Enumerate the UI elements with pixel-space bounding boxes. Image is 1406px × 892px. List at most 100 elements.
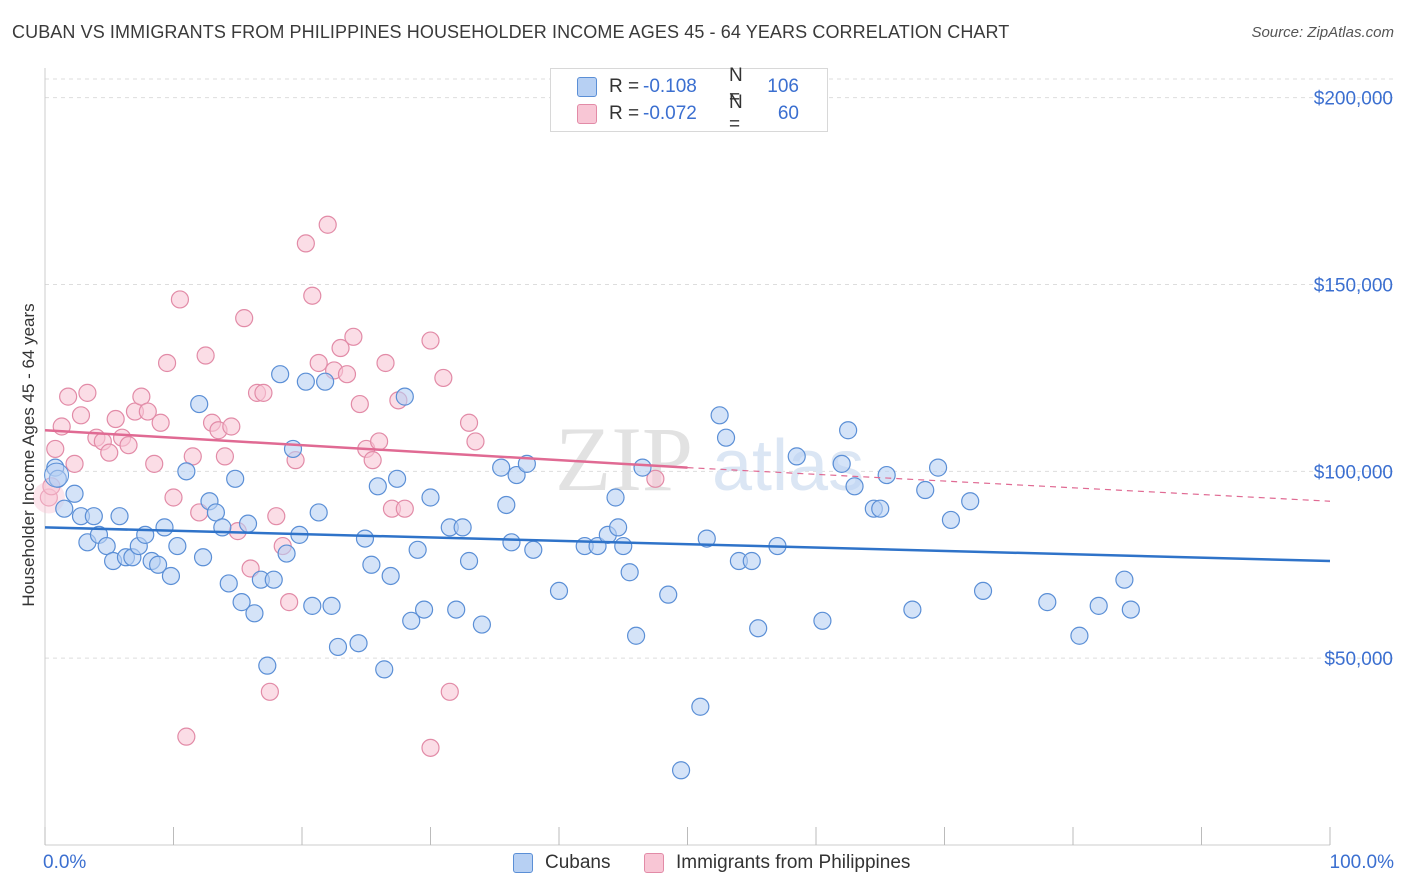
x-tick-label-max: 100.0% xyxy=(1329,852,1394,873)
cubans-point-103 xyxy=(1089,596,1108,615)
cubans-point-91 xyxy=(845,477,864,496)
legend-r-value-philippines: -0.072 xyxy=(643,103,697,124)
cubans-trend-line xyxy=(44,526,1331,563)
philippines-point-15 xyxy=(132,387,151,406)
y-tick-label: $50,000 xyxy=(1324,649,1393,670)
cubans-point-45 xyxy=(355,529,375,548)
cubans-point-59 xyxy=(459,551,479,571)
philippines-point-61 xyxy=(421,738,440,757)
cubans-point-17 xyxy=(155,518,174,537)
cubans-point-78 xyxy=(671,761,691,780)
y-axis-label: Householder Income Ages 45 - 64 years xyxy=(19,303,38,607)
cubans-point-73 xyxy=(614,536,633,556)
bottom-legend-label-cubans: Cubans xyxy=(545,852,611,873)
cubans-point-27 xyxy=(226,469,245,488)
cubans-point-33 xyxy=(264,570,283,589)
philippines-point-52 xyxy=(376,353,395,373)
cubans-point-85 xyxy=(749,619,768,638)
cubans-point-41 xyxy=(316,372,335,391)
cubans-point-44 xyxy=(349,634,368,653)
legend-box: R = -0.108 N = 106 R = -0.072 N = 60 xyxy=(550,65,828,135)
philippines-point-56 xyxy=(421,331,440,350)
cubans-point-94 xyxy=(877,465,896,485)
philippines-point-16 xyxy=(138,402,157,421)
legend-r-value-cubans: -0.108 xyxy=(643,76,697,97)
cubans-point-101 xyxy=(1038,593,1057,612)
cubans-point-63 xyxy=(502,533,521,552)
cubans-point-62 xyxy=(497,495,516,515)
cubans-point-105 xyxy=(1121,600,1140,619)
philippines-point-28 xyxy=(215,447,234,466)
philippines-point-60 xyxy=(466,432,485,451)
philippines-point-10 xyxy=(100,443,119,462)
legend-n-label: N = xyxy=(729,92,743,135)
legend-n-value-philippines: 60 xyxy=(777,103,799,124)
cubans-point-53 xyxy=(408,540,427,559)
y-tick-label: $150,000 xyxy=(1314,276,1393,297)
cubans-point-6 xyxy=(84,507,103,526)
philippines-point-47 xyxy=(344,327,363,346)
philippines-point-4 xyxy=(59,387,78,406)
cubans-point-71 xyxy=(606,488,625,507)
philippines-point-43 xyxy=(318,215,337,234)
trend-lines xyxy=(44,428,1331,563)
cubans-point-99 xyxy=(961,492,980,511)
cubans-point-75 xyxy=(626,626,646,645)
bottom-legend-label-philippines: Immigrants from Philippines xyxy=(676,852,911,873)
cubans-point-10 xyxy=(110,507,129,526)
cubans-points xyxy=(44,365,1140,780)
source-credit: Source: ZipAtlas.com xyxy=(1251,24,1394,41)
cubans-point-47 xyxy=(368,477,387,496)
philippines-point-7 xyxy=(78,383,97,402)
cubans-point-57 xyxy=(447,600,466,619)
bottom-legend-swatch-cubans xyxy=(513,853,533,873)
cubans-point-55 xyxy=(421,488,440,507)
philippines-point-32 xyxy=(241,559,260,578)
cubans-point-18 xyxy=(161,566,181,586)
cubans-point-32 xyxy=(258,656,277,675)
cubans-point-21 xyxy=(190,394,209,414)
cubans-point-82 xyxy=(716,428,736,447)
philippines-point-34 xyxy=(254,383,273,402)
cubans-point-42 xyxy=(322,596,341,615)
philippines-point-19 xyxy=(157,353,177,373)
cubans-point-72 xyxy=(609,518,628,537)
cubans-point-30 xyxy=(245,604,264,623)
philippines-point-57 xyxy=(434,368,453,388)
cubans-point-61 xyxy=(492,458,511,477)
y-tick-label: $200,000 xyxy=(1314,89,1393,110)
philippines-point-31 xyxy=(235,309,254,328)
philippines-point-40 xyxy=(296,234,315,253)
cubans-point-3 xyxy=(65,484,84,503)
cubans-point-36 xyxy=(283,439,303,459)
cubans-point-39 xyxy=(303,596,322,615)
cubans-point-35 xyxy=(277,544,296,563)
philippines-point-13 xyxy=(119,436,138,455)
bottom-legend-cubans: Cubans xyxy=(513,852,611,874)
watermark: ZIP atlas xyxy=(555,408,864,510)
philippines-point-36 xyxy=(267,507,286,526)
bottom-legend-swatch-philippines xyxy=(644,853,664,873)
cubans-point-46 xyxy=(362,555,381,574)
cubans-point-16 xyxy=(148,555,168,574)
legend-n-label: N = xyxy=(729,65,743,108)
y-axis-label-wrap: Householder Income Ages 45 - 64 years xyxy=(17,275,41,635)
cubans-cluster-point xyxy=(44,462,70,488)
philippines-point-55 xyxy=(395,499,414,518)
legend-n-value-cubans: 106 xyxy=(767,76,799,97)
philippines-point-18 xyxy=(151,413,170,432)
bottom-legend-philippines: Immigrants from Philippines xyxy=(644,852,910,874)
cubans-point-49 xyxy=(381,566,400,586)
philippines-point-50 xyxy=(363,451,382,470)
cubans-point-96 xyxy=(916,480,935,500)
cubans-point-89 xyxy=(832,454,851,473)
philippines-point-5 xyxy=(65,454,84,473)
cubans-point-64 xyxy=(507,465,526,485)
axes xyxy=(44,68,1331,846)
x-tick-label-min: 0.0% xyxy=(43,852,87,873)
cubans-point-66 xyxy=(524,540,543,559)
philippines-point-45 xyxy=(331,338,350,358)
cubans-point-52 xyxy=(402,611,421,630)
legend-swatch-cubans xyxy=(577,77,597,97)
cubans-point-40 xyxy=(309,503,328,522)
